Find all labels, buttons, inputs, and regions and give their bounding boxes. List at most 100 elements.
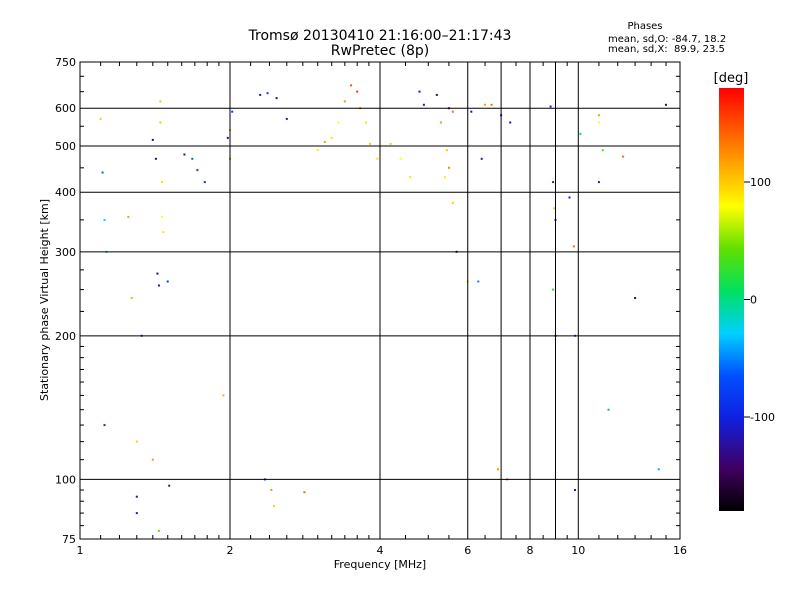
data-point [418, 90, 421, 93]
data-point [135, 495, 138, 498]
grid-lines [80, 62, 680, 539]
data-point [490, 103, 493, 106]
colorbar-ticks: 100 0 -100 [744, 176, 775, 424]
data-point [168, 484, 171, 487]
x-tick-label: 1 [77, 544, 84, 557]
data-point [337, 121, 340, 124]
data-point [154, 157, 157, 160]
data-point [151, 138, 154, 141]
data-point [597, 114, 600, 117]
x-tick-labels: 1 2 4 6 8 10 16 [77, 544, 688, 557]
data-point [574, 489, 576, 491]
data-point [553, 207, 556, 210]
data-point [157, 284, 160, 287]
y-tick-label: 400 [55, 186, 76, 199]
data-point [356, 90, 359, 93]
data-point [266, 92, 269, 95]
data-point [389, 142, 392, 145]
chart-title: Tromsø 20130410 21:16:00–21:17:43 [248, 28, 512, 44]
data-point [127, 215, 130, 218]
x-tick-label: 10 [571, 544, 585, 557]
data-point [343, 100, 346, 103]
plot-frame [79, 61, 681, 540]
colorbar [719, 88, 744, 511]
data-point [552, 181, 555, 184]
data-point [601, 149, 604, 152]
data-point [579, 132, 582, 135]
data-point [183, 153, 186, 156]
colorbar-tick-label: 0 [750, 294, 757, 307]
data-point [303, 491, 306, 494]
data-point [159, 100, 162, 103]
data-point [509, 121, 512, 124]
data-point [166, 280, 169, 283]
data-point [447, 166, 450, 169]
data-point [103, 424, 106, 427]
data-point [130, 297, 133, 299]
stats-x-mode: mean, sd,X: 89.9, 23.5 [608, 44, 725, 55]
data-point [435, 93, 438, 96]
data-point [101, 171, 104, 174]
data-point [99, 117, 102, 120]
data-point [151, 458, 154, 461]
data-point [350, 84, 353, 87]
x-tick-label: 2 [227, 544, 234, 557]
data-point [470, 110, 473, 113]
data-point [451, 201, 454, 204]
data-point [156, 272, 159, 275]
data-point [103, 218, 106, 221]
data-point [399, 157, 402, 160]
y-tick-label: 600 [55, 102, 76, 115]
y-tick-labels: 75 100 200 300 400 500 600 750 [55, 56, 76, 546]
data-point [270, 489, 273, 491]
data-point [259, 93, 262, 96]
data-point [285, 117, 288, 120]
stats-o-mode: mean, sd,O: -84.7, 18.2 [608, 34, 726, 45]
x-tick-label: 16 [673, 544, 687, 557]
data-point [272, 504, 275, 507]
data-point [480, 157, 483, 160]
colorbar-tick-label: 100 [750, 176, 771, 189]
stats-heading: Phases [627, 21, 662, 32]
axis-ticks [80, 62, 680, 539]
data-point [657, 468, 660, 471]
data-point [275, 97, 278, 100]
data-point [622, 155, 625, 158]
data-point [443, 176, 446, 179]
chart-subtitle: RwPretec (8p) [331, 43, 429, 59]
data-point [330, 136, 333, 139]
x-tick-label: 4 [377, 544, 384, 557]
data-point [409, 176, 412, 179]
data-point [572, 245, 575, 248]
colorbar-label: [deg] [714, 71, 749, 86]
data-point [316, 149, 319, 152]
data-point [597, 121, 600, 124]
y-tick-label: 75 [62, 533, 76, 546]
data-point [484, 103, 487, 106]
data-point [135, 512, 138, 515]
x-tick-label: 8 [527, 544, 534, 557]
data-point [160, 215, 163, 218]
data-point [597, 181, 600, 184]
data-point [226, 136, 229, 139]
data-point [196, 169, 199, 172]
data-point [376, 157, 379, 160]
data-point [157, 529, 160, 532]
data-point [191, 157, 194, 160]
y-tick-label: 500 [55, 140, 76, 153]
data-point [222, 394, 225, 397]
colorbar-tick-label: -100 [750, 411, 775, 424]
data-point [568, 196, 571, 199]
data-point [552, 288, 555, 291]
data-point [549, 105, 552, 108]
y-tick-label: 750 [55, 56, 76, 69]
data-point [451, 110, 454, 113]
data-point [323, 140, 326, 143]
x-tick-label: 6 [464, 544, 471, 557]
data-point [607, 408, 610, 411]
data-point [634, 297, 637, 299]
data-point [162, 231, 165, 234]
x-axis-label: Frequency [MHz] [334, 558, 426, 571]
data-point [365, 121, 367, 124]
